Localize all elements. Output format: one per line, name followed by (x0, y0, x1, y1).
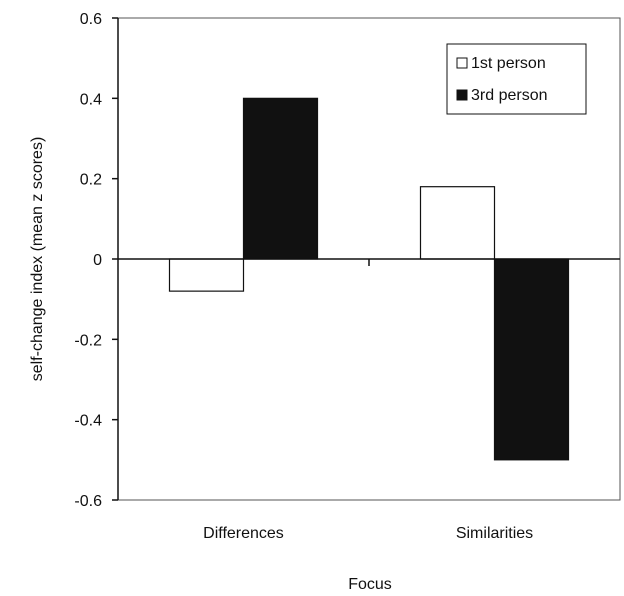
y-tick-label: 0 (93, 252, 102, 269)
legend-swatch-3rd-person (456, 89, 468, 101)
y-tick-label: -0.6 (74, 493, 102, 510)
y-axis-title: self-change index (mean z scores) (29, 137, 46, 382)
legend-swatch-1st-person (456, 57, 468, 69)
zero-line (118, 258, 620, 266)
legend: 1st person 3rd person (446, 43, 587, 115)
y-tick-label: -0.2 (74, 332, 102, 349)
bar-differences-3rd-person (242, 97, 319, 260)
legend-box (446, 43, 587, 115)
bar-similarities-3rd-person (493, 258, 570, 461)
bars (168, 97, 570, 461)
y-tick-label: 0.6 (80, 11, 102, 28)
x-category-label: Similarities (456, 525, 533, 542)
y-tick-label: 0.2 (80, 172, 102, 189)
y-axis: 0.6 0.4 0.2 0 -0.2 -0.4 -0.6 (74, 11, 119, 510)
x-axis-title: Focus (348, 576, 392, 593)
y-tick-label: 0.4 (80, 91, 102, 108)
bar-differences-1st-person (168, 258, 245, 292)
bar-similarities-1st-person (419, 186, 496, 260)
x-category-label: Differences (203, 525, 284, 542)
legend-label-1st-person: 1st person (471, 55, 546, 72)
y-tick-label: -0.4 (74, 413, 102, 430)
x-axis: Differences Similarities (203, 525, 533, 542)
legend-label-3rd-person: 3rd person (471, 87, 548, 104)
